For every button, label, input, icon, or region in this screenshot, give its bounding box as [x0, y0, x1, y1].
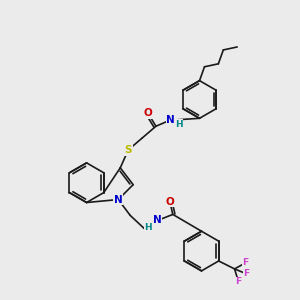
- Text: O: O: [165, 196, 174, 206]
- Text: N: N: [167, 115, 175, 125]
- Text: O: O: [144, 108, 152, 118]
- Text: N: N: [153, 215, 161, 225]
- Text: F: F: [243, 269, 250, 278]
- Text: H: H: [144, 223, 152, 232]
- Text: F: F: [236, 277, 242, 286]
- Text: H: H: [175, 120, 182, 129]
- Text: N: N: [114, 194, 123, 205]
- Text: F: F: [242, 258, 248, 267]
- Text: S: S: [124, 145, 132, 155]
